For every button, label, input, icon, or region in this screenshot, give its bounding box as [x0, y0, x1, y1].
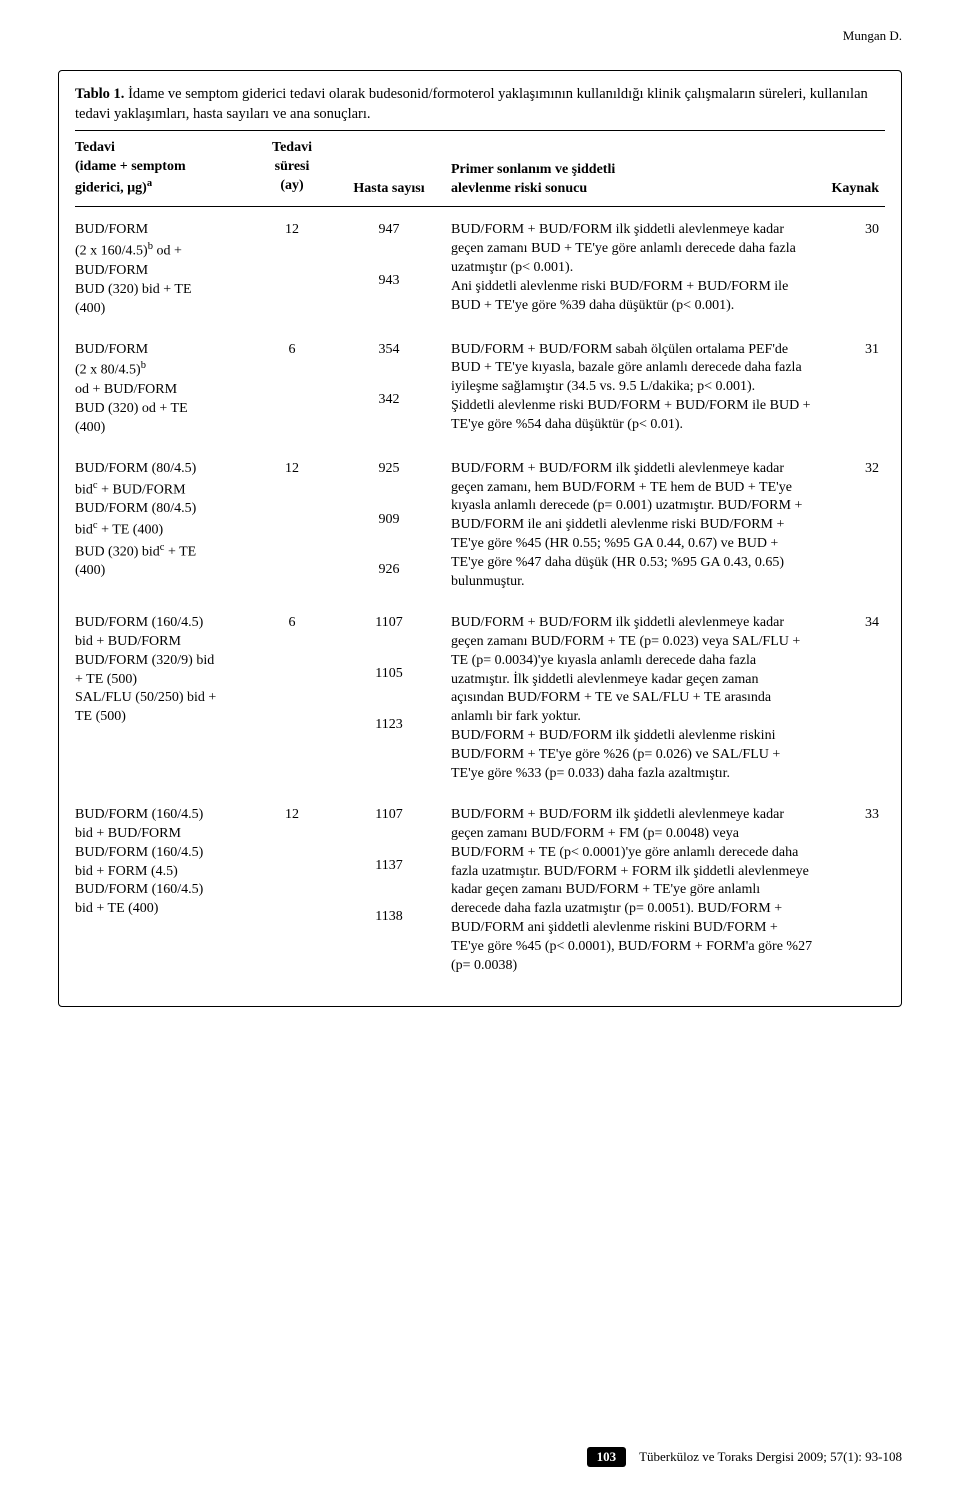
running-head: Mungan D. [58, 28, 902, 44]
col-treatment-l3: giderici, µg) [75, 181, 147, 196]
cell-ref: 30 [825, 221, 885, 240]
n-value: 1138 [339, 908, 439, 927]
cell-ref: 34 [825, 614, 885, 633]
cell-n: 925 909 926 [339, 460, 439, 581]
page-number: 103 [587, 1447, 627, 1467]
cell-n: 1107 1105 1123 [339, 614, 439, 735]
col-duration: Tedavi süresi (ay) [257, 139, 327, 198]
table-label: Tablo 1. [75, 86, 124, 102]
cell-treatment: BUD/FORM(2 x 160/4.5)b od +BUD/FORMBUD (… [75, 221, 245, 318]
col-treatment-l2: (idame + semptom [75, 159, 186, 174]
table-row: BUD/FORM (160/4.5)bid + BUD/FORMBUD/FORM… [75, 796, 885, 988]
n-value: 1123 [339, 716, 439, 735]
cell-treatment: BUD/FORM (80/4.5)bidc + BUD/FORMBUD/FORM… [75, 460, 245, 581]
cell-duration: 6 [257, 341, 327, 360]
cell-result: BUD/FORM + BUD/FORM sabah ölçülen ortala… [451, 341, 813, 435]
col-result: Primer sonlanım ve şiddetli alevlenme ri… [451, 161, 813, 199]
table-row: BUD/FORM (160/4.5)bid + BUD/FORMBUD/FORM… [75, 604, 885, 796]
col-treatment-sup: a [147, 178, 152, 189]
rule-header [75, 206, 885, 207]
table-body: BUD/FORM(2 x 160/4.5)b od +BUD/FORMBUD (… [75, 211, 885, 987]
table-1: Tablo 1. İdame ve semptom giderici tedav… [58, 70, 902, 1007]
table-header: Tedavi (idame + semptom giderici, µg)a T… [75, 135, 885, 202]
cell-ref: 32 [825, 460, 885, 479]
col-duration-l3: (ay) [280, 178, 303, 193]
n-value: 926 [339, 561, 439, 580]
col-ref: Kaynak [825, 180, 885, 199]
col-duration-l2: süresi [275, 159, 310, 174]
cell-duration: 12 [257, 221, 327, 240]
col-result-l1: Primer sonlanım ve şiddetli [451, 162, 615, 177]
journal-citation: Tüberküloz ve Toraks Dergisi 2009; 57(1)… [639, 1449, 902, 1464]
cell-result: BUD/FORM + BUD/FORM ilk şiddetli alevlen… [451, 614, 813, 784]
table-row: BUD/FORM(2 x 80/4.5)bod + BUD/FORMBUD (3… [75, 331, 885, 450]
cell-treatment: BUD/FORM (160/4.5)bid + BUD/FORMBUD/FORM… [75, 806, 245, 919]
cell-duration: 12 [257, 806, 327, 825]
n-value: 1107 [339, 614, 439, 633]
n-value: 1107 [339, 806, 439, 825]
col-ref-label: Kaynak [832, 181, 879, 196]
table-row: BUD/FORM (80/4.5)bidc + BUD/FORMBUD/FORM… [75, 450, 885, 604]
n-value: 1137 [339, 857, 439, 876]
n-value: 943 [339, 272, 439, 291]
cell-ref: 33 [825, 806, 885, 825]
col-treatment: Tedavi (idame + semptom giderici, µg)a [75, 139, 245, 198]
cell-treatment: BUD/FORM(2 x 80/4.5)bod + BUD/FORMBUD (3… [75, 341, 245, 438]
col-treatment-l1: Tedavi [75, 140, 115, 155]
cell-result: BUD/FORM + BUD/FORM ilk şiddetli alevlen… [451, 460, 813, 592]
rule-top [75, 130, 885, 131]
col-duration-l1: Tedavi [272, 140, 312, 155]
col-result-l2: alevlenme riski sonucu [451, 181, 587, 196]
cell-ref: 31 [825, 341, 885, 360]
cell-n: 354 342 [339, 341, 439, 411]
n-value: 947 [339, 221, 439, 240]
cell-duration: 12 [257, 460, 327, 479]
cell-treatment: BUD/FORM (160/4.5)bid + BUD/FORMBUD/FORM… [75, 614, 245, 727]
page: Mungan D. Tablo 1. İdame ve semptom gide… [0, 0, 960, 1491]
table-row: BUD/FORM(2 x 160/4.5)b od +BUD/FORMBUD (… [75, 211, 885, 330]
n-value: 1105 [339, 665, 439, 684]
cell-result: BUD/FORM + BUD/FORM ilk şiddetli alevlen… [451, 221, 813, 315]
cell-result: BUD/FORM + BUD/FORM ilk şiddetli alevlen… [451, 806, 813, 976]
page-footer: 103 Tüberküloz ve Toraks Dergisi 2009; 5… [587, 1447, 902, 1467]
col-n: Hasta sayısı [339, 180, 439, 199]
col-n-label: Hasta sayısı [353, 181, 424, 196]
table-caption: Tablo 1. İdame ve semptom giderici tedav… [75, 85, 885, 124]
cell-n: 947 943 [339, 221, 439, 291]
cell-duration: 6 [257, 614, 327, 633]
n-value: 909 [339, 511, 439, 530]
n-value: 342 [339, 391, 439, 410]
n-value: 354 [339, 341, 439, 360]
cell-n: 1107 1137 1138 [339, 806, 439, 927]
table-caption-text: İdame ve semptom giderici tedavi olarak … [75, 86, 868, 122]
n-value: 925 [339, 460, 439, 479]
